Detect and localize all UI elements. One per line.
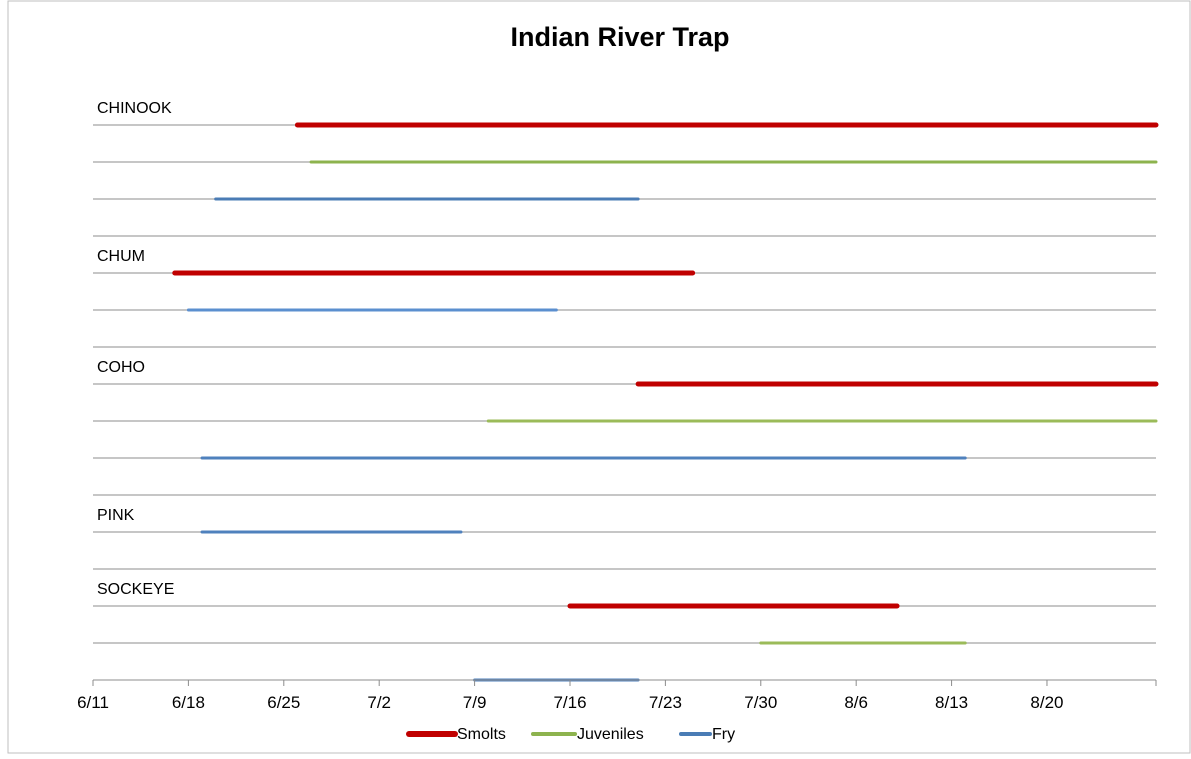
x-tick-label: 6/11	[77, 693, 109, 712]
species-label-coho: COHO	[97, 359, 145, 376]
x-tick-label: 8/20	[1030, 693, 1063, 712]
x-tick-label: 7/2	[367, 693, 391, 712]
x-tick-label: 7/23	[649, 693, 682, 712]
legend-label-smolts: Smolts	[457, 726, 506, 743]
legend-label-juveniles: Juveniles	[577, 726, 644, 743]
x-axis: 6/11 6/18 6/25 7/2 7/9 7/16 7/23 7/30 8/6 8/13 8/2…	[77, 679, 1157, 712]
x-tick-label: 7/9	[463, 693, 487, 712]
chart-frame	[7, 0, 1191, 754]
species-label-chinook: CHINOOK	[97, 100, 172, 117]
x-tick-label: 6/18	[172, 693, 205, 712]
legend-label-fry: Fry	[712, 726, 735, 743]
x-tick-label: 7/16	[553, 693, 586, 712]
species-label-sockeye: SOCKEYE	[97, 581, 174, 598]
species-label-pink: PINK	[97, 507, 135, 524]
species-label-chum: CHUM	[97, 248, 145, 265]
x-tick-label: 7/30	[744, 693, 777, 712]
x-tick-label: 8/13	[935, 693, 968, 712]
x-tick-label: 8/6	[844, 693, 868, 712]
legend: Smolts Juveniles Fry	[406, 726, 735, 743]
chart-title: Indian River Trap	[510, 22, 729, 52]
bar-layer	[172, 122, 1159, 682]
x-tick-label: 6/25	[267, 693, 300, 712]
label-layer: CHINOOK CHUM COHO PINK SOCKEYE	[97, 100, 174, 598]
